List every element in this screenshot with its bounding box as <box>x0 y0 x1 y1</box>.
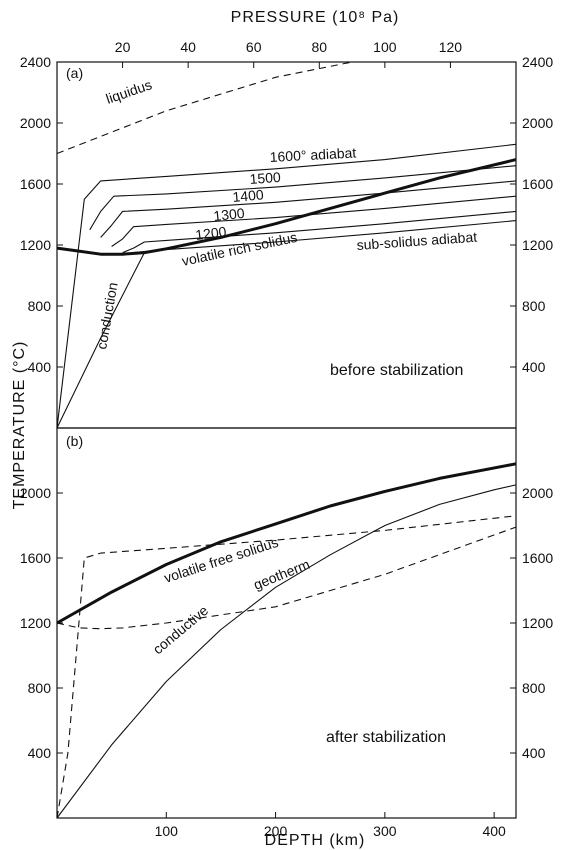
panel-a-y-tick-label-right: 800 <box>522 298 546 314</box>
top-tick-label: 100 <box>373 39 397 55</box>
panel-a-y-tick-label: 1200 <box>20 237 51 253</box>
top-tick-label: 20 <box>115 39 131 55</box>
panel-a-series-volatile-rich-solidus <box>56 158 517 256</box>
panel-b-y-tick-label: 2000 <box>20 485 51 501</box>
panel-b-y-tick-label-right: 2000 <box>522 485 553 501</box>
panel-b-label: (b) <box>66 433 83 449</box>
panel-b-y-tick-label-right: 1600 <box>522 550 553 566</box>
panel-a-y-tick-label: 400 <box>28 359 52 375</box>
panel-a-series-liquidus <box>56 61 353 155</box>
panel-b-series-dashed-2 <box>56 515 517 819</box>
label-1400: 1400 <box>232 186 265 205</box>
panel-b: 400 400 800 800 1200 1200 1600 1600 2000 2000 100 2… <box>20 427 554 839</box>
panel-b-y-tick-label: 400 <box>28 745 52 761</box>
label-geotherm: geotherm <box>251 556 312 593</box>
panel-a: 400 400 800 800 1200 1200 1600 1600 2000 2000 2400… <box>20 54 554 429</box>
label-sub-solidus-adiabat: sub-solidus adiabat <box>356 229 478 253</box>
panel-a-y-tick-label-right: 1600 <box>522 176 553 192</box>
label-conductive: conductive <box>150 602 212 657</box>
panel-a-y-tick-label: 800 <box>28 298 52 314</box>
panel-a-note: before stabilization <box>330 362 463 379</box>
panel-a-series <box>56 61 517 429</box>
panel-a-series-1300 <box>111 195 517 247</box>
panel-b-x-tick-label: 100 <box>155 823 179 839</box>
panel-b-ticks: 400 400 800 800 1200 1200 1600 1600 2000 2000 100 2… <box>20 485 554 839</box>
panel-b-y-tick-label: 1600 <box>20 550 51 566</box>
x-axis-title: DEPTH (km) <box>265 832 366 849</box>
panel-a-series-1200 <box>122 210 517 254</box>
label-conduction: conduction <box>93 281 121 350</box>
panel-b-series-conductive-geotherm <box>56 484 517 819</box>
panel-b-note: after stabilization <box>326 729 446 746</box>
label-liquidus: liquidus <box>104 76 154 107</box>
panel-a-y-tick-label: 2000 <box>20 115 51 131</box>
y-axis-title: TEMPERATURE (°C) <box>11 341 28 510</box>
panel-a-series-1600-adiabat <box>56 143 517 429</box>
panel-b-x-tick-label: 300 <box>373 823 397 839</box>
panel-a-y-tick-label: 2400 <box>20 54 51 70</box>
panel-a-y-tick-label-right: 2000 <box>522 115 553 131</box>
panel-a-y-tick-label-right: 400 <box>522 359 546 375</box>
label-1200: 1200 <box>194 223 227 243</box>
panel-a-ticks: 400 400 800 800 1200 1200 1600 1600 2000 2000 2400… <box>20 54 554 375</box>
top-tick-label: 40 <box>180 39 196 55</box>
label-1600-adiabat: 1600° adiabat <box>269 144 356 165</box>
panel-b-series-dashed-3 <box>56 526 517 630</box>
panel-b-frame <box>56 427 517 819</box>
panel-a-y-tick-label-right: 2400 <box>522 54 553 70</box>
panel-b-series <box>56 462 517 819</box>
label-1500: 1500 <box>249 169 281 187</box>
panel-a-y-tick-label: 1600 <box>20 176 51 192</box>
top-tick-label: 60 <box>246 39 262 55</box>
panel-b-y-tick-label-right: 1200 <box>522 615 553 631</box>
panel-b-x-tick-label: 200 <box>264 823 288 839</box>
panel-b-y-tick-label-right: 800 <box>522 680 546 696</box>
panel-a-y-tick-label-right: 1200 <box>522 237 553 253</box>
panel-b-y-tick-label-right: 400 <box>522 745 546 761</box>
panel-a-series-conduction <box>56 252 145 429</box>
label-1300: 1300 <box>213 205 246 224</box>
panel-b-x-tick-label: 400 <box>482 823 506 839</box>
panel-b-y-tick-label: 1200 <box>20 615 51 631</box>
panel-b-series-volatile-free-solidus <box>56 462 517 625</box>
top-axis-ticks: 20 40 60 80 100 120 <box>115 39 463 68</box>
top-tick-label: 80 <box>311 39 327 55</box>
panel-a-series-1400 <box>100 180 517 238</box>
panel-b-y-tick-label: 800 <box>28 680 52 696</box>
top-axis-title: PRESSURE (10⁸ Pa) <box>231 9 400 26</box>
panel-a-label: (a) <box>66 65 83 81</box>
panel-a-series-1500 <box>89 165 517 231</box>
top-tick-label: 120 <box>439 39 463 55</box>
